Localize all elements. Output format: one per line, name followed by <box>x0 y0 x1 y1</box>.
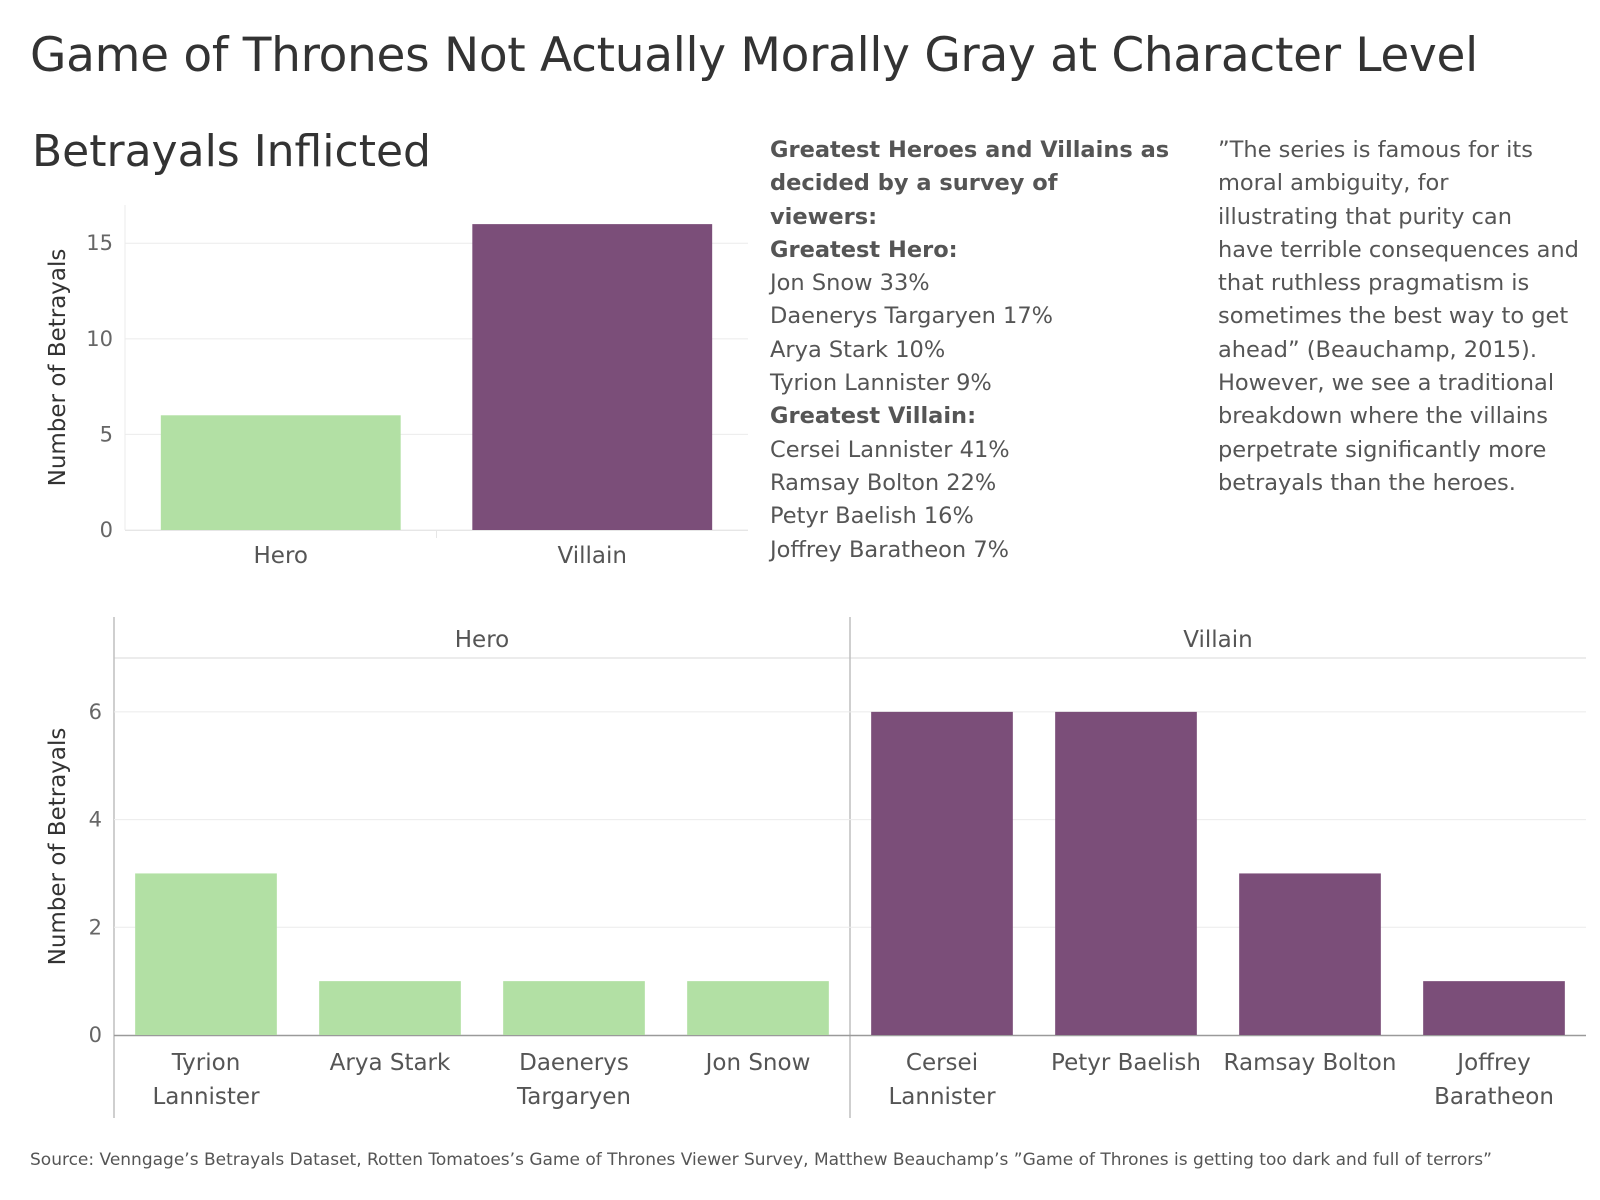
chart1-title: Betrayals Inflicted <box>32 126 431 177</box>
chart2-bar <box>687 981 829 1035</box>
villain-entry: Cersei Lannister 41% <box>770 436 1010 463</box>
quote-line: breakdown where the villains <box>1218 403 1548 430</box>
chart2-y-tick: 2 <box>89 915 102 939</box>
survey-panel: Greatest Heroes and Villains as decided … <box>770 134 1170 567</box>
quote-line: However, we see a traditional <box>1218 370 1555 397</box>
chart2-x-label: Cersei <box>906 1050 978 1076</box>
chart2-bar <box>871 711 1013 1035</box>
chart2-panel-header-villain: Villain <box>1183 627 1252 653</box>
chart2-panel-header-hero: Hero <box>455 627 509 653</box>
chart2-x-label: Lannister <box>888 1084 996 1110</box>
quote-line: moral ambiguity, for <box>1218 170 1449 197</box>
chart2-x-label: Jon Snow <box>704 1050 811 1076</box>
chart2-x-label: Baratheon <box>1434 1084 1554 1110</box>
quote-panel: ”The series is famous for its moral ambi… <box>1218 134 1588 500</box>
hero-heading: Greatest Hero: <box>770 236 958 263</box>
chart2-bar <box>1423 981 1565 1035</box>
villain-entry: Petyr Baelish 16% <box>770 503 974 530</box>
quote-line: illustrating that purity can <box>1218 203 1512 230</box>
chart2-bar <box>319 981 461 1035</box>
survey-heading-line1: Greatest Heroes and Villains as <box>770 137 1170 163</box>
chart2-bar <box>1055 711 1197 1035</box>
chart1-y-tick: 15 <box>86 231 113 255</box>
source-note: Source: Venngage’s Betrayals Dataset, Ro… <box>30 1150 1492 1170</box>
chart2-x-label: Arya Stark <box>330 1050 451 1076</box>
chart2-x-label: Lannister <box>152 1084 260 1110</box>
hero-entry: Daenerys Targaryen 17% <box>770 303 1054 330</box>
chart1-y-tick: 0 <box>100 518 113 542</box>
quote-line: ahead” (Beauchamp, 2015). <box>1218 336 1537 363</box>
chart2-x-label: Tyrion <box>171 1050 241 1076</box>
chart2-y-axis-title: Number of Betrayals <box>45 728 71 966</box>
chart1-y-tick: 10 <box>86 327 113 351</box>
chart2-y-tick: 6 <box>89 700 102 724</box>
quote-line: sometimes the best way to get <box>1218 303 1569 330</box>
chart1-x-label: Villain <box>558 543 627 569</box>
quote-line: perpetrate significantly more <box>1218 436 1547 463</box>
chart2-x-label: Daenerys <box>519 1050 629 1076</box>
chart1-y-tick: 5 <box>100 422 113 446</box>
hero-entry: Jon Snow 33% <box>770 270 930 297</box>
chart1-bar-villain <box>472 224 713 530</box>
quote-line: have terrible consequences and <box>1218 236 1579 263</box>
villain-entry: Joffrey Baratheon 7% <box>770 536 1010 563</box>
chart2-bar <box>135 873 277 1035</box>
chart2-x-label: Joffrey <box>1455 1050 1530 1076</box>
chart2-x-label: Petyr Baelish <box>1051 1050 1201 1076</box>
page-title: Game of Thrones Not Actually Morally Gra… <box>30 28 1478 83</box>
chart2-y-tick: 4 <box>89 808 102 832</box>
chart2-bar <box>503 981 645 1035</box>
chart1-bar-hero <box>160 415 401 530</box>
chart1-x-label: Hero <box>254 543 308 569</box>
chart1-y-axis-title: Number of Betrayals <box>45 249 71 487</box>
hero-entry: Tyrion Lannister 9% <box>770 370 992 397</box>
villain-heading: Greatest Villain: <box>770 403 977 430</box>
hero-entry: Arya Stark 10% <box>770 336 946 363</box>
quote-line: ”The series is famous for its <box>1218 137 1533 163</box>
villain-entry: Ramsay Bolton 22% <box>770 469 997 496</box>
chart2-y-tick: 0 <box>89 1023 102 1047</box>
chart2-bar <box>1239 873 1381 1035</box>
chart2-x-label: Targaryen <box>516 1084 631 1110</box>
quote-line: that ruthless pragmatism is <box>1218 270 1530 297</box>
survey-heading-line2: decided by a survey of viewers: <box>770 170 1058 230</box>
chart2-x-label: Ramsay Bolton <box>1224 1050 1397 1076</box>
quote-line: betrayals than the heroes. <box>1218 469 1516 496</box>
